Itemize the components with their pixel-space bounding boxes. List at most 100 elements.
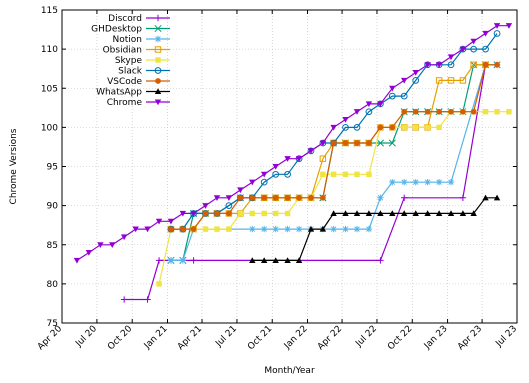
data-point-chrome xyxy=(85,250,93,256)
legend-marker xyxy=(154,67,162,74)
series-obsidian xyxy=(167,61,489,233)
series-chrome xyxy=(73,23,513,264)
legend-marker xyxy=(154,24,162,33)
x-tick-label: Jan 23 xyxy=(422,324,450,352)
data-point-notion xyxy=(295,225,303,233)
data-point-vscode xyxy=(272,194,279,201)
data-point-vscode xyxy=(319,194,326,201)
data-point-whatsapp xyxy=(260,257,268,263)
y-axis-title: Chrome Versions xyxy=(9,128,19,204)
legend-item-whatsapp: WhatsApp xyxy=(96,88,170,98)
data-point-discord xyxy=(120,296,128,303)
data-point-vscode xyxy=(168,226,174,232)
data-point-whatsapp xyxy=(284,257,291,263)
data-point-chrome xyxy=(307,148,315,155)
data-point-chrome xyxy=(493,23,501,29)
data-point-notion xyxy=(435,178,443,186)
data-point-slack xyxy=(225,202,233,210)
data-point-chrome xyxy=(342,116,349,123)
data-point-slack xyxy=(365,108,373,116)
data-point-skype xyxy=(330,171,337,178)
y-tick-label: 85 xyxy=(47,241,58,251)
data-point-notion xyxy=(424,178,431,186)
data-point-vscode xyxy=(284,194,291,201)
data-point-discord xyxy=(155,257,163,264)
y-tick-label: 80 xyxy=(47,280,59,290)
series-line-whatsapp xyxy=(252,197,498,261)
series-slack xyxy=(167,30,501,233)
data-point-skype xyxy=(482,109,489,115)
legend-marker xyxy=(155,78,161,84)
data-point-chrome xyxy=(470,38,477,45)
data-point-obsidian xyxy=(447,77,455,84)
legend-item-ghdesktop: GHDesktop xyxy=(91,25,170,35)
legend-label: Notion xyxy=(113,35,142,45)
data-point-skype xyxy=(366,171,372,178)
data-point-chrome xyxy=(435,62,443,68)
data-point-obsidian xyxy=(435,77,443,84)
legend-label: GHDesktop xyxy=(91,25,142,35)
x-tick-label: Apr 22 xyxy=(316,324,344,352)
data-point-chrome xyxy=(412,70,419,76)
data-point-skype xyxy=(412,124,419,131)
data-point-chrome xyxy=(330,124,337,131)
x-tick-label: Jan 22 xyxy=(282,324,310,352)
data-point-ghdesktop xyxy=(376,139,384,147)
data-point-notion xyxy=(401,178,408,186)
series-layer xyxy=(73,23,513,303)
data-point-slack xyxy=(342,123,349,131)
data-point-slack xyxy=(412,77,420,84)
data-point-vscode xyxy=(412,108,419,115)
legend-marker xyxy=(155,57,161,63)
data-point-chrome xyxy=(73,257,81,264)
legend-item-discord: Discord xyxy=(108,14,170,24)
series-ghdesktop xyxy=(167,61,501,264)
data-point-whatsapp xyxy=(377,210,384,217)
legend-label: Obsidian xyxy=(103,46,142,56)
legend-marker xyxy=(154,99,162,106)
legend-item-vscode: VSCode xyxy=(107,77,170,87)
data-point-notion xyxy=(284,225,291,233)
data-point-discord xyxy=(377,257,384,264)
data-point-slack xyxy=(260,178,268,186)
series-line-slack xyxy=(171,33,498,230)
data-point-chrome xyxy=(389,85,396,92)
data-point-skype xyxy=(401,124,407,131)
legend-marker xyxy=(154,46,162,53)
data-point-chrome xyxy=(260,171,268,178)
data-point-notion xyxy=(330,225,337,233)
data-point-whatsapp xyxy=(319,225,327,232)
legend-item-skype: Skype xyxy=(115,56,170,66)
data-point-whatsapp xyxy=(482,194,489,201)
data-point-vscode xyxy=(249,194,256,201)
x-tick-label: Apr 21 xyxy=(176,324,204,352)
data-point-vscode xyxy=(424,108,431,115)
data-point-vscode xyxy=(330,140,337,146)
data-point-chrome xyxy=(132,226,139,233)
data-point-skype xyxy=(494,109,500,115)
data-point-whatsapp xyxy=(365,210,373,217)
data-point-skype xyxy=(156,281,162,287)
series-line-vscode xyxy=(171,64,498,230)
data-point-obsidian xyxy=(319,155,327,162)
x-tick-label: Jan 21 xyxy=(142,324,170,352)
data-point-vscode xyxy=(237,194,244,201)
data-point-vscode xyxy=(202,210,209,217)
data-point-chrome xyxy=(424,62,431,68)
data-point-notion xyxy=(249,225,256,233)
data-point-discord xyxy=(401,194,408,201)
data-point-chrome xyxy=(353,109,361,115)
data-point-chrome xyxy=(109,242,116,248)
data-point-vscode xyxy=(389,124,396,131)
data-point-slack xyxy=(284,170,291,178)
data-point-skype xyxy=(354,171,360,178)
data-point-notion xyxy=(389,178,396,186)
data-point-whatsapp xyxy=(330,210,337,217)
data-point-skype xyxy=(226,226,232,232)
data-point-skype xyxy=(506,109,512,115)
data-point-chrome xyxy=(284,156,291,162)
x-tick-label: Oct 22 xyxy=(386,324,414,352)
data-point-whatsapp xyxy=(307,225,315,232)
